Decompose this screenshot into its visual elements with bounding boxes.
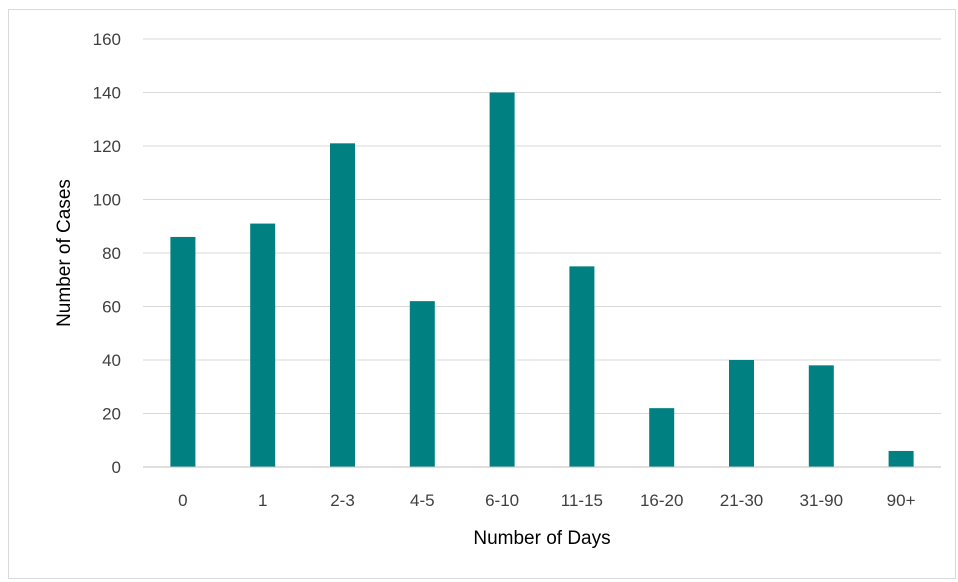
x-tick-label: 4-5: [410, 491, 435, 510]
y-tick-label: 20: [102, 405, 121, 424]
bar-16-20: [649, 408, 675, 467]
y-tick-label: 40: [102, 351, 121, 370]
x-tick-label: 2-3: [330, 491, 355, 510]
x-tick-label: 11-15: [561, 491, 603, 510]
chart-frame: [8, 9, 956, 579]
x-tick-label: 21-30: [720, 491, 763, 510]
bars: [170, 92, 914, 467]
bar-11-15: [569, 266, 595, 467]
x-axis-ticks: 0 1 2-3 4-5 6-10 11-15 16-20 21-30 31-90 90+: [178, 491, 915, 510]
y-axis-ticks: 0 20 40 60 80 100 120 140 160: [93, 30, 121, 477]
bar-1: [250, 223, 276, 467]
x-axis-title: Number of Days: [473, 528, 610, 549]
x-tick-label: 31-90: [800, 491, 843, 510]
bar-31-90: [808, 365, 834, 467]
bar-21-30: [729, 360, 754, 467]
x-tick-label: 90+: [887, 491, 916, 510]
y-tick-label: 140: [93, 84, 121, 103]
y-tick-label: 160: [93, 30, 121, 49]
x-tick-label: 1: [258, 491, 267, 510]
y-tick-label: 60: [102, 298, 121, 317]
x-tick-label: 6-10: [485, 491, 519, 510]
bar-6-10: [489, 92, 515, 467]
y-tick-label: 100: [93, 191, 121, 210]
y-axis-title: Number of Cases: [54, 179, 75, 327]
bar-90+: [888, 450, 914, 467]
bar-4-5: [409, 301, 435, 467]
x-tick-label: 0: [178, 491, 187, 510]
y-tick-label: 120: [93, 137, 121, 156]
gridlines: [143, 38, 941, 414]
bar-2-3: [330, 143, 355, 467]
y-tick-label: 80: [102, 244, 121, 263]
x-tick-label: 16-20: [640, 491, 683, 510]
y-tick-label: 0: [112, 458, 121, 477]
bar-0: [170, 236, 196, 467]
